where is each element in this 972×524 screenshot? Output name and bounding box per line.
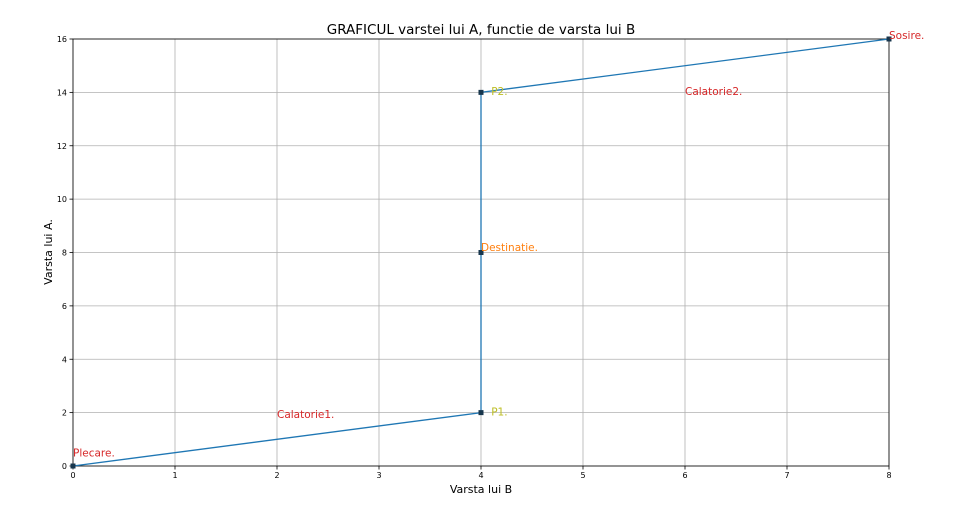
y-tick-label: 6	[62, 302, 67, 311]
data-point	[478, 410, 484, 416]
x-tick-label: 6	[682, 471, 687, 480]
chart-title: GRAFICUL varstei lui A, functie de varst…	[327, 22, 635, 38]
x-tick-label: 7	[784, 471, 789, 480]
plot-frame	[72, 38, 890, 467]
annotation-label: Plecare.	[73, 448, 115, 460]
y-tick-label: 16	[57, 35, 67, 44]
annotation-label: Calatorie1.	[277, 409, 334, 421]
y-tick-label: 0	[62, 462, 67, 471]
y-tick-label: 2	[62, 409, 67, 418]
y-tick-label: 8	[62, 249, 67, 258]
x-tick-label: 5	[580, 471, 585, 480]
x-tick-label: 8	[886, 471, 891, 480]
annotation-label: Calatorie2.	[685, 86, 742, 98]
annotation-label: Sosire.	[889, 30, 924, 42]
data-point	[478, 250, 484, 255]
y-tick-label: 12	[57, 142, 67, 151]
x-tick-label: 3	[376, 471, 381, 480]
annotation-label: Destinatie.	[481, 242, 538, 254]
y-axis-label: Varsta lui A.	[42, 219, 55, 285]
x-axis-label: Varsta lui B	[450, 483, 512, 496]
annotations: Plecare. Calatorie1. P1. Destinatie. P2. Cala…	[73, 30, 924, 460]
y-tick-label: 14	[57, 88, 67, 97]
data-point	[886, 36, 892, 42]
data-point	[70, 463, 76, 469]
data-point	[478, 89, 484, 95]
y-tick-label: 4	[62, 355, 67, 364]
x-tick-label: 4	[478, 471, 483, 480]
annotation-label: P2.	[491, 86, 507, 98]
x-tick-label: 2	[274, 471, 279, 480]
data-markers	[70, 36, 892, 469]
x-tick-label: 0	[70, 471, 75, 480]
y-tick-label: 10	[57, 195, 67, 204]
x-tick-label: 1	[172, 471, 177, 480]
annotation-label: P1.	[491, 406, 507, 418]
